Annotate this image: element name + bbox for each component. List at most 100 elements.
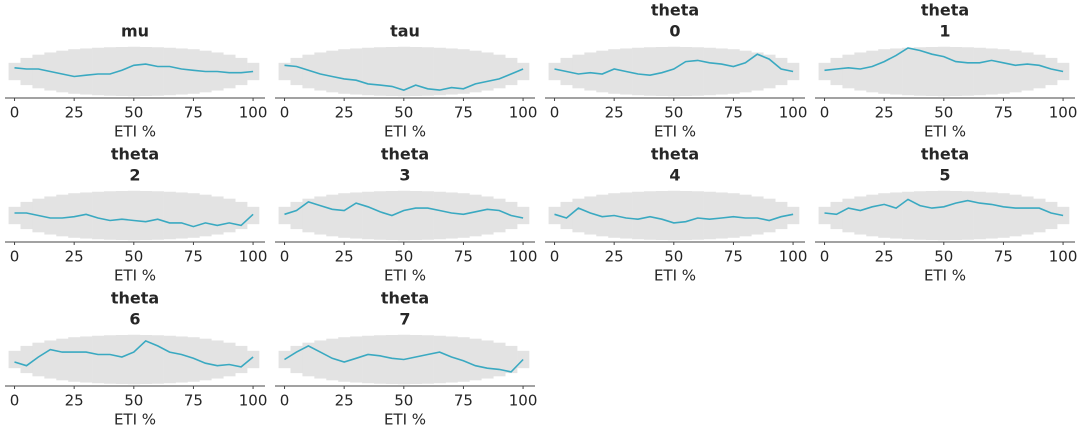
confidence-band — [481, 52, 494, 91]
x-axis-label: ETI % — [654, 267, 696, 285]
confidence-band — [103, 335, 117, 384]
confidence-band — [997, 49, 1010, 94]
x-tick-label: 25 — [65, 248, 84, 266]
confidence-band — [469, 50, 482, 93]
confidence-band — [247, 62, 260, 81]
panel: 0 25 50 75 100 ETI % theta 5 — [815, 145, 1077, 285]
confidence-band — [223, 342, 236, 377]
ecdf-line — [284, 344, 524, 373]
confidence-band — [787, 206, 800, 225]
confidence-band — [1057, 62, 1070, 81]
confidence-band — [655, 190, 669, 241]
panel-title: 0 — [669, 22, 680, 41]
confidence-band — [842, 54, 855, 89]
ecdf-line — [284, 64, 524, 91]
confidence-band — [505, 57, 518, 86]
confidence-band — [866, 194, 879, 237]
confidence-band — [572, 198, 585, 233]
confidence-band — [290, 57, 303, 86]
confidence-band — [596, 194, 609, 237]
confidence-band — [560, 201, 573, 230]
x-tick-label: 50 — [124, 104, 143, 122]
confidence-band — [385, 46, 399, 97]
confidence-band — [56, 50, 69, 93]
confidence-band — [32, 54, 45, 89]
confidence-band — [703, 191, 716, 240]
x-tick-label: 50 — [934, 248, 953, 266]
confidence-band — [751, 196, 764, 235]
confidence-band — [80, 48, 93, 95]
x-tick-label: 0 — [280, 104, 290, 122]
confidence-band — [115, 190, 129, 241]
confidence-band — [326, 194, 339, 237]
ecdf-line — [554, 207, 794, 224]
x-tick-label: 100 — [1049, 104, 1078, 122]
confidence-band — [8, 62, 21, 81]
x-axis-label: ETI % — [924, 123, 966, 141]
x-tick-label: 50 — [124, 392, 143, 410]
confidence-band — [457, 49, 470, 94]
x-tick-label: 0 — [10, 392, 20, 410]
confidence-band — [326, 338, 339, 381]
confidence-band — [314, 52, 327, 91]
x-tick-label: 50 — [934, 104, 953, 122]
confidence-band — [596, 50, 609, 93]
confidence-band — [493, 198, 506, 233]
confidence-band — [866, 50, 879, 93]
confidence-band — [302, 54, 315, 89]
confidence-band — [937, 46, 951, 97]
confidence-band — [584, 52, 597, 91]
confidence-band — [127, 190, 141, 241]
panel-title: 4 — [669, 166, 680, 185]
confidence-band — [247, 350, 260, 369]
confidence-band — [775, 57, 788, 86]
confidence-band — [1009, 194, 1022, 237]
x-tick-label: 0 — [10, 104, 20, 122]
confidence-band — [727, 49, 740, 94]
confidence-band — [985, 48, 998, 95]
confidence-band — [902, 47, 915, 96]
confidence-band — [830, 201, 843, 230]
panel-title: theta — [921, 1, 969, 20]
confidence-band — [350, 336, 363, 383]
confidence-band — [68, 337, 81, 382]
confidence-band — [548, 206, 561, 225]
confidence-band — [949, 46, 962, 97]
confidence-band — [115, 46, 129, 97]
ecdf-line — [554, 53, 794, 77]
panel: 0 25 50 75 100 ETI % theta 1 — [815, 1, 1077, 141]
confidence-band — [949, 190, 962, 241]
confidence-band — [103, 191, 117, 240]
x-tick-label: 75 — [994, 104, 1013, 122]
confidence-band — [373, 47, 387, 96]
confidence-band — [433, 47, 446, 96]
confidence-band — [667, 190, 681, 241]
confidence-band — [548, 62, 561, 81]
x-tick-label: 50 — [394, 104, 413, 122]
confidence-band — [278, 206, 291, 225]
confidence-band — [44, 340, 57, 379]
confidence-band — [973, 191, 986, 240]
x-tick-label: 25 — [605, 104, 624, 122]
confidence-band — [223, 54, 236, 89]
x-tick-label: 25 — [335, 392, 354, 410]
confidence-band — [751, 52, 764, 91]
confidence-band — [925, 190, 939, 241]
confidence-band — [620, 192, 633, 239]
confidence-band — [80, 336, 93, 383]
x-tick-label: 50 — [664, 248, 683, 266]
confidence-band — [350, 192, 363, 239]
confidence-band — [32, 342, 45, 377]
x-tick-label: 0 — [820, 104, 830, 122]
confidence-band — [973, 47, 986, 96]
ecdf-line — [284, 201, 524, 219]
confidence-band — [68, 49, 81, 94]
confidence-band — [175, 336, 188, 383]
panel-title: theta — [381, 145, 429, 164]
confidence-band — [373, 191, 387, 240]
panel: 0 25 50 75 100 ETI % theta 2 — [5, 145, 267, 285]
confidence-band — [199, 194, 212, 237]
confidence-band — [56, 194, 69, 237]
panel-title: 1 — [939, 22, 950, 41]
confidence-band — [715, 48, 728, 95]
